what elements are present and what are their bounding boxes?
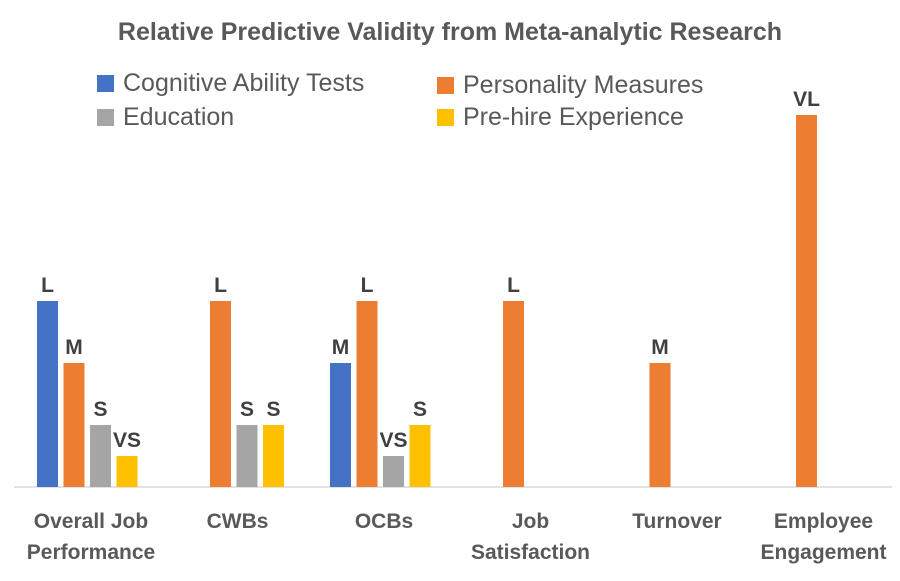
bar-personality-measures-2	[356, 301, 378, 487]
legend-label: Education	[123, 102, 235, 131]
bar-personality-measures-4	[649, 363, 671, 487]
data-label-personality-measures-0: M	[65, 336, 83, 359]
bar-education-2	[383, 456, 404, 487]
legend-item-cognitive-ability-tests: Cognitive Ability Tests	[97, 68, 364, 98]
bar-personality-measures-3	[503, 301, 524, 487]
category-label-5-1: Engagement	[760, 541, 886, 564]
bar-pre-hire-experience-0	[116, 456, 138, 487]
bar-personality-measures-0	[63, 363, 85, 487]
category-label-2-0: OCBs	[355, 510, 413, 533]
category-label-3-0: Job	[512, 510, 549, 533]
legend-swatch-personality	[437, 76, 454, 94]
legend-swatch-cognitive	[97, 74, 114, 92]
data-label-pre-hire-experience-2: S	[413, 398, 427, 421]
data-label-education-1: S	[240, 398, 254, 421]
bar-cognitive-ability-tests-0	[37, 301, 58, 487]
bar-personality-measures-5	[796, 115, 817, 487]
bar-education-0	[90, 425, 111, 487]
data-label-personality-measures-1: L	[214, 274, 227, 297]
category-label-0-1: Performance	[27, 541, 155, 564]
category-label-5-0: Employee	[774, 510, 873, 533]
category-label-1-0: CWBs	[207, 510, 269, 533]
data-label-pre-hire-experience-1: S	[266, 398, 280, 421]
category-label-0-0: Overall Job	[34, 510, 148, 533]
legend-label: Cognitive Ability Tests	[123, 68, 365, 97]
category-label-3-1: Satisfaction	[471, 541, 590, 564]
legend-swatch-education	[97, 108, 114, 126]
category-label-4-0: Turnover	[632, 510, 721, 533]
data-label-personality-measures-3: L	[507, 274, 520, 297]
bar-pre-hire-experience-2	[409, 425, 431, 487]
bar-cognitive-ability-tests-2	[330, 363, 351, 487]
bar-personality-measures-1	[210, 301, 231, 487]
data-label-personality-measures-4: M	[651, 336, 669, 359]
legend-label: Personality Measures	[463, 70, 704, 99]
data-label-education-0: S	[93, 398, 107, 421]
legend-label: Pre-hire Experience	[463, 102, 684, 131]
bar-pre-hire-experience-1	[263, 425, 284, 487]
data-label-cognitive-ability-tests-0: L	[41, 274, 54, 297]
data-label-personality-measures-2: L	[361, 274, 374, 297]
data-label-education-2: VS	[379, 429, 407, 452]
legend-swatch-experience	[437, 108, 454, 126]
legend-item-personality-measures: Personality Measures	[437, 70, 703, 100]
data-label-personality-measures-5: VL	[793, 88, 820, 111]
legend-item-pre-hire-experience: Pre-hire Experience	[437, 102, 684, 132]
data-label-cognitive-ability-tests-2: M	[332, 336, 350, 359]
chart-title: Relative Predictive Validity from Meta-a…	[117, 18, 783, 46]
bar-education-1	[236, 425, 258, 487]
legend-item-education: Education	[97, 102, 234, 132]
data-label-pre-hire-experience-0: VS	[113, 429, 141, 452]
